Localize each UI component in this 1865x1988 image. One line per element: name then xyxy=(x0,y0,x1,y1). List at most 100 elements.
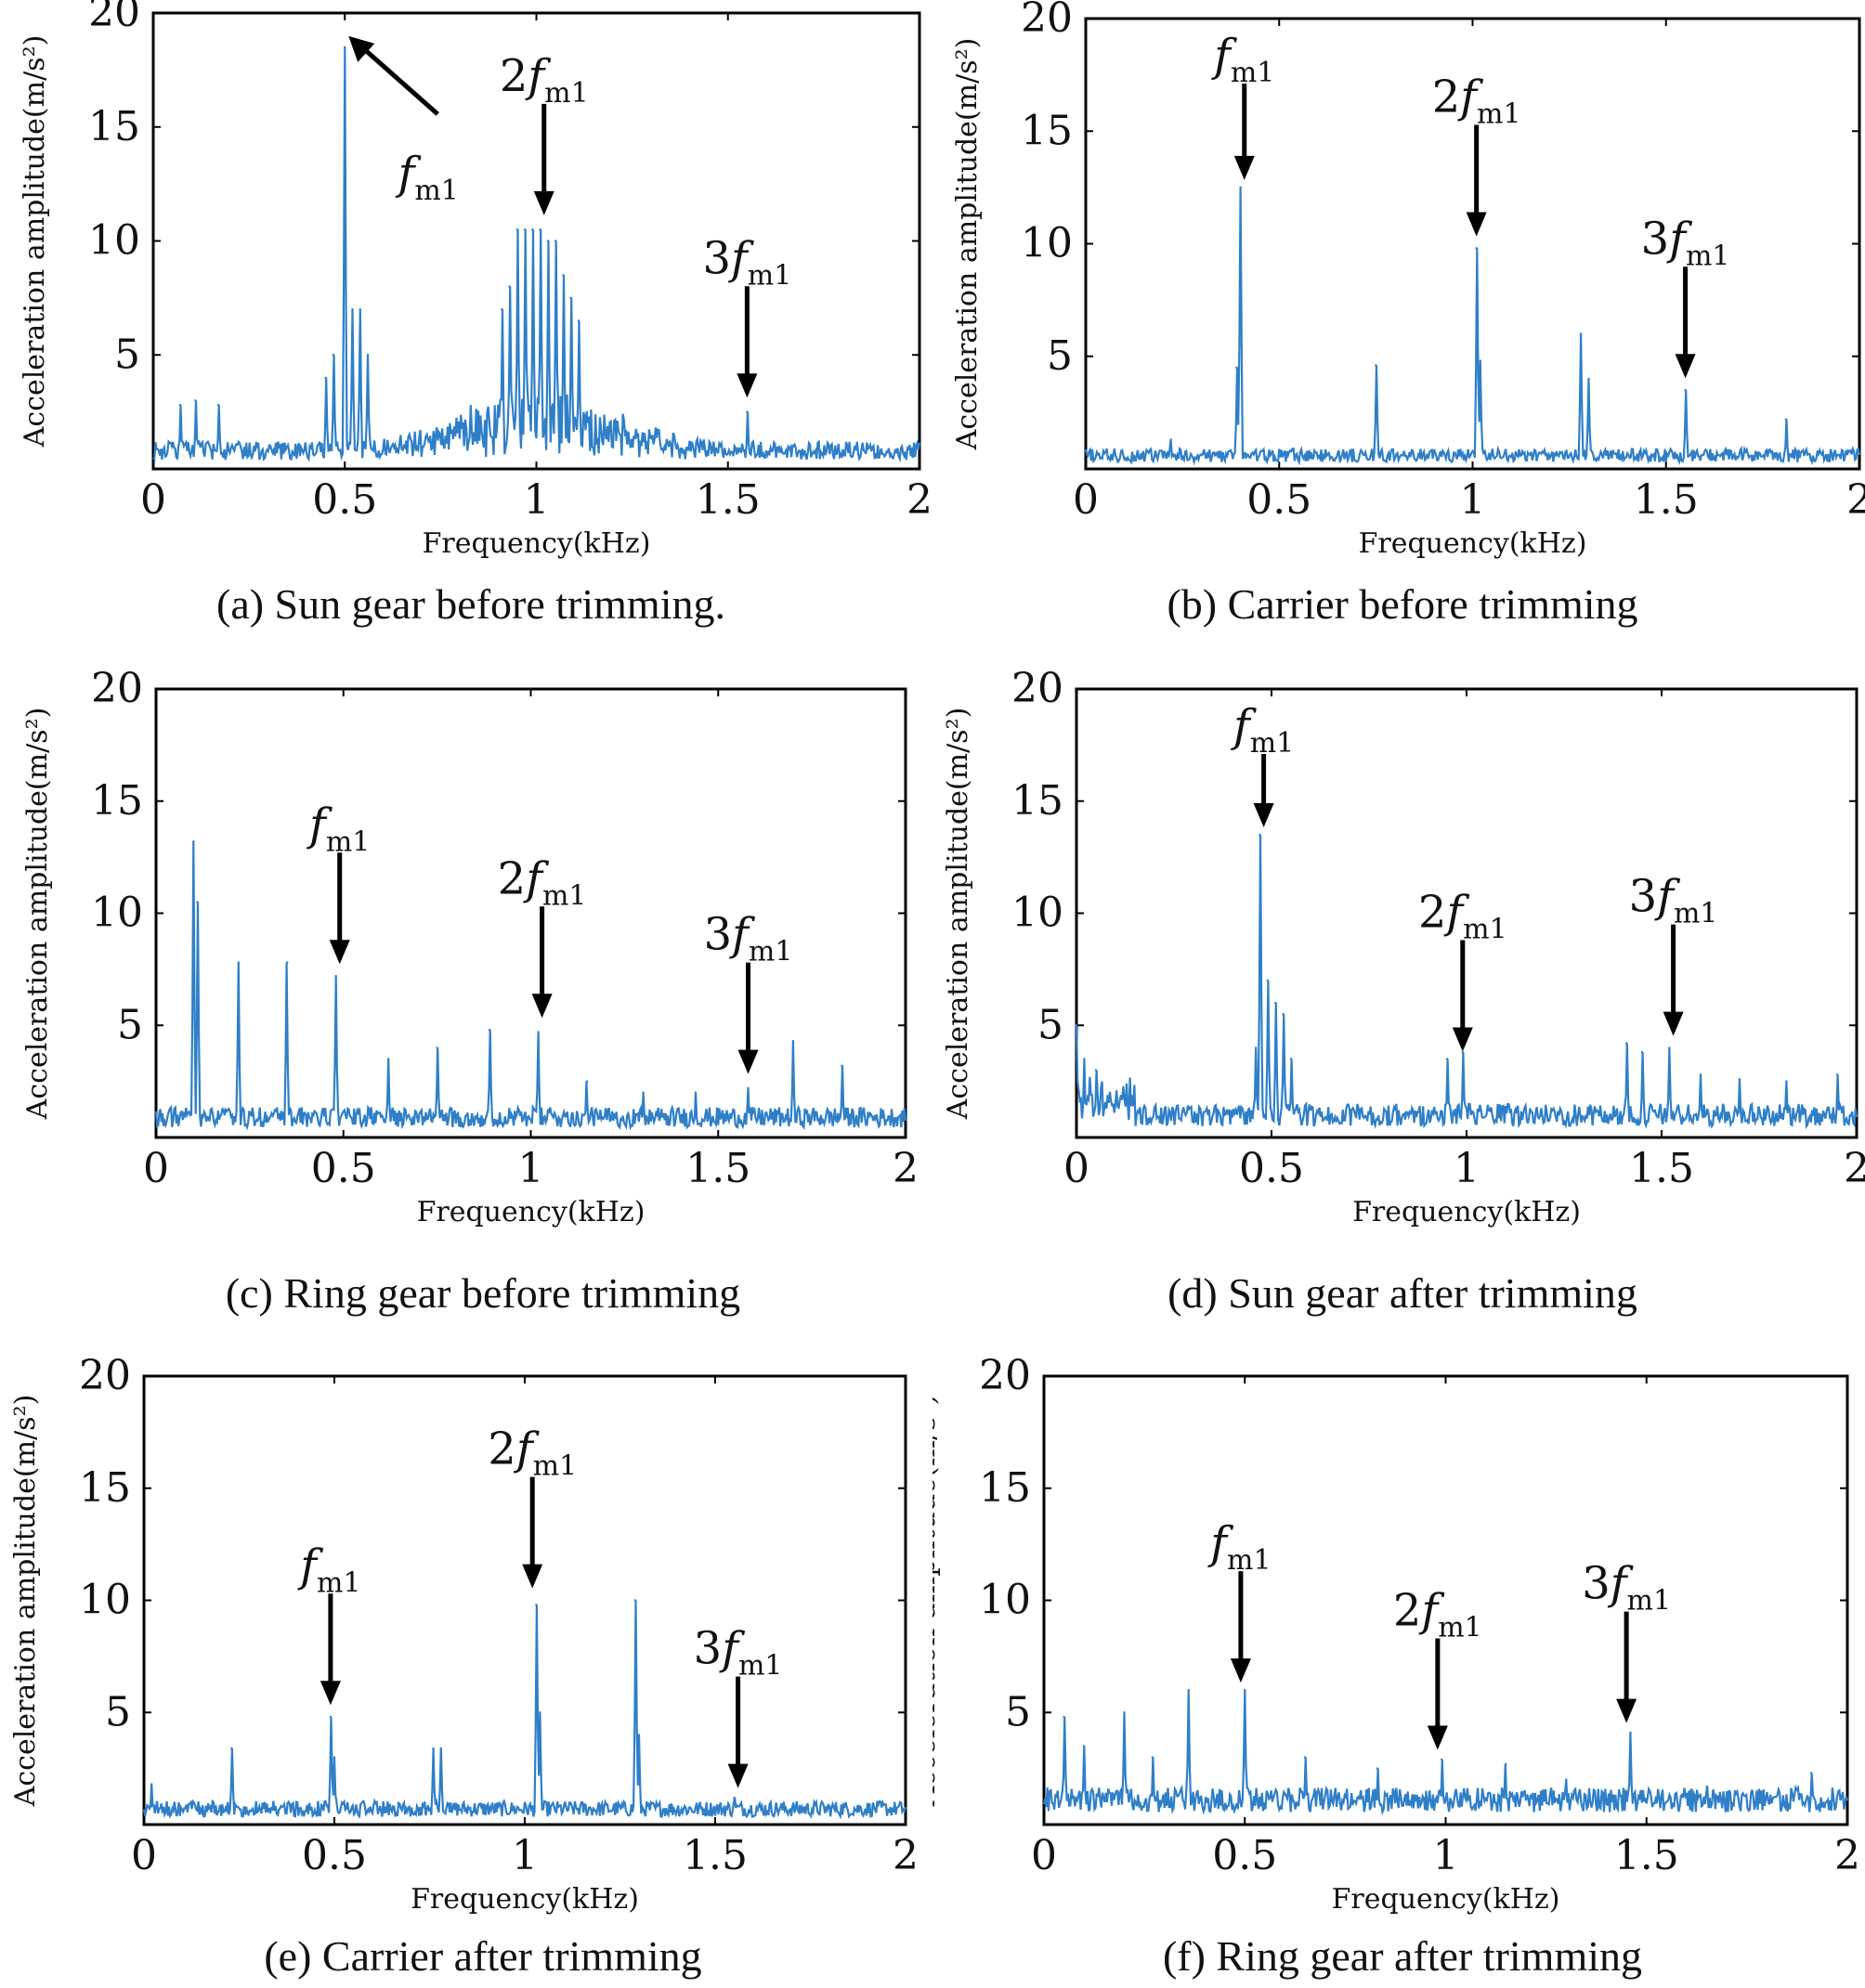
peak-point xyxy=(1784,418,1788,421)
annotation-label: 2fm1 xyxy=(498,852,587,912)
peak-point xyxy=(1738,1078,1741,1081)
peak-point xyxy=(1640,1051,1644,1054)
peak-point xyxy=(286,961,289,964)
y-tick-label: 20 xyxy=(979,1356,1031,1399)
peak-point xyxy=(386,1058,390,1060)
x-tick-label: 1 xyxy=(1460,476,1486,524)
peak-point xyxy=(1809,1772,1813,1774)
peak-point xyxy=(1151,1756,1154,1759)
peak-point xyxy=(1625,1042,1628,1045)
peak-point xyxy=(1169,438,1172,441)
peak-point xyxy=(324,376,327,379)
annotation-1fm1: fm1 xyxy=(297,1540,361,1706)
annotation-arrowhead xyxy=(522,1564,543,1589)
annotation-label: fm1 xyxy=(1211,30,1274,89)
caption-b: (b) Carrier before trimming xyxy=(1167,580,1638,628)
y-tick-label: 15 xyxy=(91,777,143,825)
peak-point xyxy=(1461,1051,1464,1054)
x-tick-label: 0 xyxy=(131,1832,157,1879)
peak-point xyxy=(351,307,354,311)
peak-point xyxy=(1063,1715,1065,1719)
y-tick-label: 10 xyxy=(88,217,140,265)
y-tick-label: 15 xyxy=(1011,777,1063,825)
x-tick-label: 1.5 xyxy=(683,1832,748,1879)
peak-point xyxy=(1239,186,1242,189)
chart-panel-d: 5 10 15 20 0 0.5 1 1.5 2 Frequency(kHz) Accelerati… xyxy=(942,669,1865,1228)
peak-point xyxy=(501,307,503,311)
annotation-2fm1: 2fm1 xyxy=(1432,71,1521,237)
x-axis-label: Frequency(kHz) xyxy=(1332,1883,1560,1916)
chart-panel-f: 5 10 15 20 0 0.5 1 1.5 2 Frequency(kHz) Accelerati… xyxy=(932,1356,1860,1916)
annotation-2fm1: 2fm1 xyxy=(1393,1585,1482,1750)
annotation-label: fm1 xyxy=(297,1540,360,1599)
y-tick-label: 20 xyxy=(88,0,140,36)
peak-point xyxy=(333,1756,336,1759)
y-axis-label: Acceleration amplitude(m/s²) xyxy=(942,708,974,1121)
spectrum-series xyxy=(142,1600,907,1820)
peak-point xyxy=(334,974,337,978)
peak-point xyxy=(432,1747,435,1750)
peak-point xyxy=(1375,364,1377,367)
x-tick-label: 1.5 xyxy=(696,476,761,524)
y-tick-label: 10 xyxy=(979,1577,1031,1624)
peak-point xyxy=(546,240,550,242)
annotation-arrowhead xyxy=(737,1049,759,1074)
peak-point xyxy=(1440,1758,1443,1761)
x-tick-label: 0 xyxy=(143,1145,169,1192)
y-tick-label: 20 xyxy=(91,669,143,712)
y-tick-label: 15 xyxy=(1021,107,1073,154)
peak-point xyxy=(508,285,511,288)
y-tick-label: 5 xyxy=(1047,332,1073,380)
peak-point xyxy=(554,240,557,242)
peak-point xyxy=(1785,1080,1788,1083)
peak-point xyxy=(1094,1069,1098,1072)
peak-point xyxy=(1255,1046,1258,1049)
peak-point xyxy=(746,410,749,413)
peak-point xyxy=(359,307,361,311)
caption-d: (d) Sun gear after trimming xyxy=(1167,1269,1637,1317)
peak-point xyxy=(230,1747,233,1750)
peak-point xyxy=(633,1599,637,1602)
x-tick-label: 1.5 xyxy=(1634,476,1699,524)
spectrum-series xyxy=(154,841,907,1131)
y-tick-label: 10 xyxy=(1011,890,1063,937)
annotation-label: 2fm1 xyxy=(500,50,589,110)
peak-point xyxy=(1705,1785,1708,1788)
x-tick-label: 1.5 xyxy=(1614,1832,1679,1879)
peak-point xyxy=(1303,1756,1307,1759)
peak-point xyxy=(329,1715,333,1719)
peak-point xyxy=(1123,1711,1126,1714)
peak-point xyxy=(1376,1767,1379,1770)
spectrum-series xyxy=(1084,187,1861,466)
annotation-label: 2fm1 xyxy=(488,1423,577,1483)
peak-point xyxy=(1668,1046,1671,1049)
y-tick-label: 15 xyxy=(79,1464,131,1512)
annotation-label: 2fm1 xyxy=(1418,886,1507,945)
annotation-3fm1: 3fm1 xyxy=(1641,213,1730,379)
annotation-label: 2fm1 xyxy=(1393,1585,1482,1644)
peak-point xyxy=(531,228,534,231)
peak-point xyxy=(841,1064,843,1067)
x-tick-label: 1 xyxy=(512,1832,538,1879)
annotation-3fm1: 3fm1 xyxy=(1582,1558,1671,1723)
peak-point xyxy=(1083,1058,1086,1060)
annotation-arrowhead xyxy=(1663,1011,1684,1036)
x-tick-label: 0.5 xyxy=(1212,1832,1277,1879)
peak-point xyxy=(747,1086,750,1090)
annotation-label: fm1 xyxy=(1231,700,1294,760)
peak-point xyxy=(1235,366,1238,370)
x-tick-label: 0 xyxy=(140,476,166,524)
y-tick-label: 10 xyxy=(1021,220,1073,267)
peak-point xyxy=(1479,359,1482,362)
x-tick-label: 1 xyxy=(1454,1145,1480,1192)
spectrum-series xyxy=(152,46,921,462)
caption-f: (f) Ring gear after trimming xyxy=(1162,1932,1643,1980)
annotation-3fm1: 3fm1 xyxy=(1629,871,1718,1036)
x-tick-label: 2 xyxy=(1834,1832,1860,1879)
x-tick-label: 0.5 xyxy=(311,1145,376,1192)
x-tick-label: 1 xyxy=(1433,1832,1459,1879)
annotation-arrowhead xyxy=(1427,1725,1448,1750)
x-tick-label: 2 xyxy=(893,1832,919,1879)
annotation-arrowhead xyxy=(1233,155,1255,180)
x-axis-label: Frequency(kHz) xyxy=(423,527,651,560)
